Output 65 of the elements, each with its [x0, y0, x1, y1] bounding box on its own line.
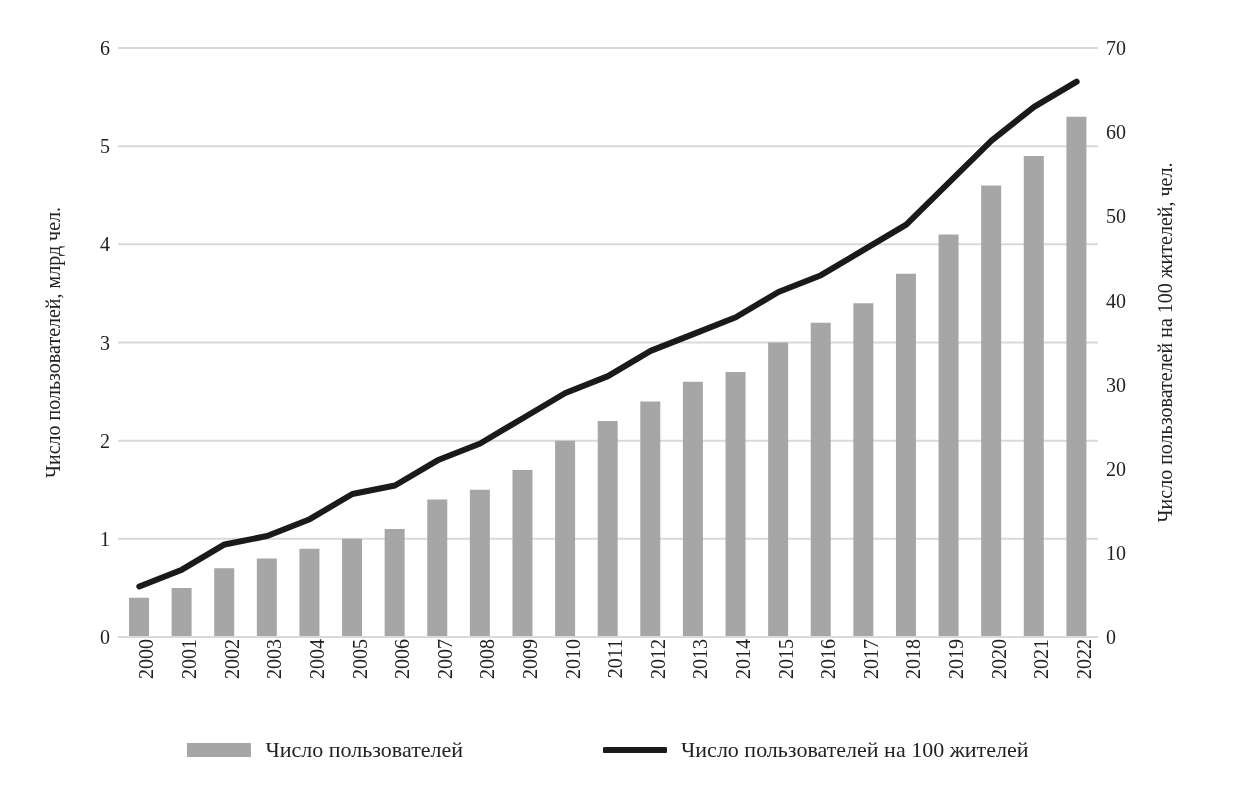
x-tick-label: 2002 — [220, 639, 243, 679]
y-tick-label: 6 — [100, 37, 110, 60]
bar — [384, 529, 405, 637]
y2-tick-label: 20 — [1106, 457, 1126, 480]
x-tick-label: 2011 — [604, 639, 627, 679]
x-tick-label: 2021 — [1030, 639, 1053, 679]
bar — [768, 342, 789, 637]
bar — [853, 303, 874, 637]
bar — [171, 587, 192, 637]
y2-tick-label: 60 — [1106, 121, 1126, 144]
x-tick-label: 2020 — [987, 639, 1010, 679]
y2-tick-label: 30 — [1106, 373, 1126, 396]
y-tick-label: 4 — [100, 233, 110, 256]
x-tick-label: 2012 — [646, 639, 669, 679]
x-tick-label: 2007 — [433, 639, 456, 679]
bar — [555, 440, 576, 637]
x-tick-label: 2013 — [689, 639, 712, 679]
bar — [725, 371, 746, 637]
y-tick-label: 2 — [100, 429, 110, 452]
y-tick-label: 5 — [100, 135, 110, 158]
y2-tick-label: 50 — [1106, 205, 1126, 228]
bar — [1023, 155, 1044, 637]
x-tick-label: 2003 — [263, 639, 286, 679]
x-tick-label: 2000 — [135, 639, 158, 679]
bar — [640, 401, 661, 637]
x-tick-label: 2006 — [391, 639, 414, 679]
y-tick-label: 0 — [100, 626, 110, 649]
y2-tick-label: 70 — [1106, 37, 1126, 60]
y2-tick-label: 10 — [1106, 541, 1126, 564]
x-tick-label: 2018 — [902, 639, 925, 679]
x-tick-label: 2001 — [178, 639, 201, 679]
bar — [214, 568, 235, 637]
bar — [682, 381, 703, 637]
x-tick-label: 2010 — [561, 639, 584, 679]
x-tick-label: 2009 — [518, 639, 541, 679]
bar — [895, 273, 916, 637]
x-tick-label: 2005 — [348, 639, 371, 679]
x-tick-label: 2008 — [476, 639, 499, 679]
bar — [427, 499, 448, 637]
legend-label: Число пользователей на 100 жителей — [681, 737, 1029, 763]
bar — [512, 470, 533, 637]
bar — [597, 421, 618, 637]
y2-tick-label: 0 — [1106, 626, 1116, 649]
bar — [938, 234, 959, 637]
x-tick-label: 2014 — [732, 639, 755, 679]
legend-label: Число пользователей — [265, 737, 464, 763]
bar — [810, 322, 831, 637]
bar — [1066, 116, 1087, 637]
bar — [129, 597, 149, 637]
x-tick-label: 2015 — [774, 639, 797, 679]
bar — [299, 548, 320, 637]
x-tick-label: 2022 — [1072, 639, 1095, 679]
y-tick-label: 1 — [100, 527, 110, 550]
bar — [469, 489, 490, 637]
y-tick-label: 3 — [100, 331, 110, 354]
x-tick-label: 2019 — [945, 639, 968, 679]
bar — [981, 185, 1002, 637]
y2-axis-title: Число пользователей на 100 жителей, чел. — [1154, 162, 1177, 523]
x-tick-label: 2004 — [305, 639, 328, 679]
x-tick-label: 2016 — [817, 639, 840, 679]
y2-tick-label: 40 — [1106, 289, 1126, 312]
x-tick-label: 2017 — [859, 639, 882, 679]
y-axis-title: Число пользователей, млрд чел. — [42, 206, 66, 479]
bar — [256, 558, 277, 637]
bar — [342, 538, 363, 637]
